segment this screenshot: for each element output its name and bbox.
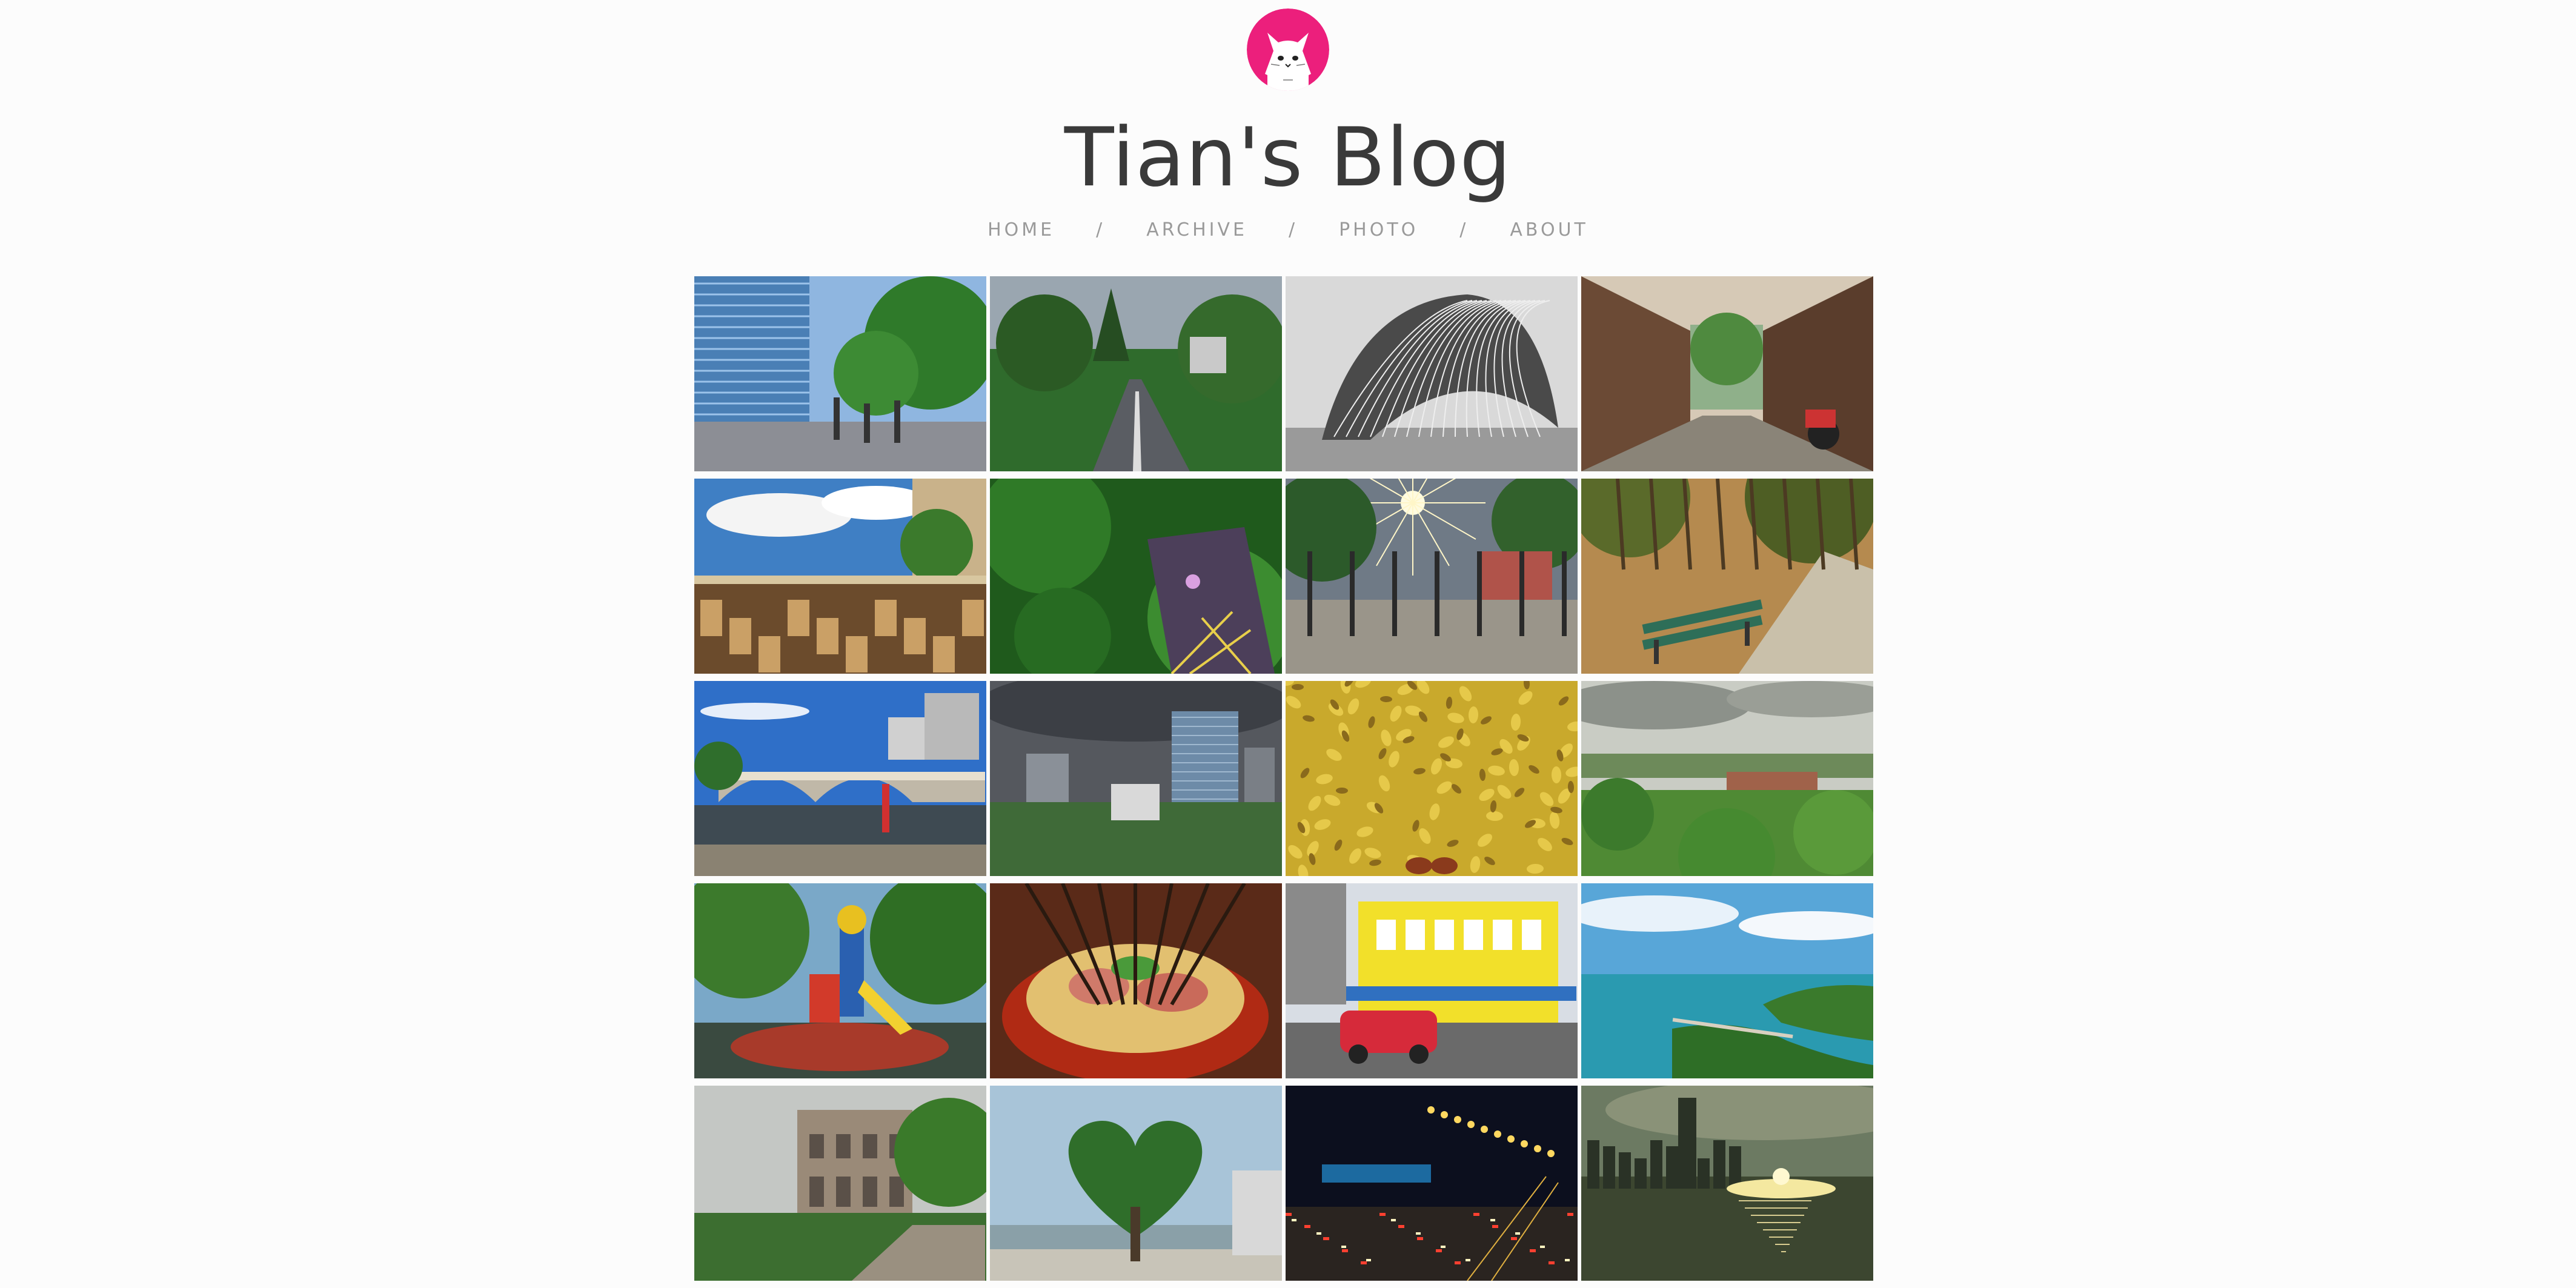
- photo-sunburst-avenue[interactable]: [1286, 479, 1578, 674]
- photo-harbour-sunset[interactable]: [1581, 1086, 1873, 1281]
- nav-photo[interactable]: PHOTO: [1339, 219, 1419, 241]
- photo-coast-island[interactable]: [1581, 883, 1873, 1078]
- photo-coast-island-image: [1581, 883, 1873, 1078]
- avatar[interactable]: [1247, 8, 1329, 91]
- photo-park-bench[interactable]: [1581, 479, 1873, 674]
- nav-separator: /: [1288, 219, 1298, 241]
- photo-river-bridge[interactable]: [694, 681, 986, 876]
- photo-ginkgo-leaves[interactable]: [1286, 681, 1578, 876]
- photo-old-alley[interactable]: [1581, 276, 1873, 471]
- photo-yellow-building[interactable]: [1286, 883, 1578, 1078]
- photo-outdoor-cafe-image: [694, 479, 986, 674]
- photo-yellow-building-image: [1286, 883, 1578, 1078]
- photo-sunburst-avenue-image: [1286, 479, 1578, 674]
- photo-old-alley-image: [1581, 276, 1873, 471]
- photo-aerial-trees-image: [990, 479, 1282, 674]
- nav-home[interactable]: HOME: [988, 219, 1055, 241]
- photo-shell-sculpture-image: [1286, 276, 1578, 471]
- photo-hotpot[interactable]: [990, 883, 1282, 1078]
- nav-about[interactable]: ABOUT: [1510, 219, 1588, 241]
- photo-outdoor-cafe[interactable]: [694, 479, 986, 674]
- photo-ginkgo-leaves-image: [1286, 681, 1578, 876]
- photo-office-street-image: [694, 276, 986, 471]
- photo-ruins-facade[interactable]: [694, 1086, 986, 1281]
- photo-hill-view[interactable]: [1581, 681, 1873, 876]
- photo-stormy-city[interactable]: [990, 681, 1282, 876]
- photo-hotpot-image: [990, 883, 1282, 1078]
- photo-night-traffic-image: [1286, 1086, 1578, 1281]
- photo-heart-tree[interactable]: [990, 1086, 1282, 1281]
- photo-heart-tree-image: [990, 1086, 1282, 1281]
- photo-playground-image: [694, 883, 986, 1078]
- main-nav: HOME / ARCHIVE / PHOTO / ABOUT: [0, 214, 2576, 245]
- photo-ruins-facade-image: [694, 1086, 986, 1281]
- photo-aerial-trees[interactable]: [990, 479, 1282, 674]
- photo-river-bridge-image: [694, 681, 986, 876]
- photo-harbour-sunset-image: [1581, 1086, 1873, 1281]
- photo-campus-road[interactable]: [990, 276, 1282, 471]
- site-title[interactable]: Tian's Blog: [1064, 110, 1512, 205]
- photo-playground[interactable]: [694, 883, 986, 1078]
- nav-separator: /: [1096, 219, 1106, 241]
- cat-face-icon: [1247, 8, 1329, 91]
- nav-archive[interactable]: ARCHIVE: [1146, 219, 1247, 241]
- photo-grid: [694, 276, 1873, 1281]
- photo-shell-sculpture[interactable]: [1286, 276, 1578, 471]
- photo-stormy-city-image: [990, 681, 1282, 876]
- photo-night-traffic[interactable]: [1286, 1086, 1578, 1281]
- photo-hill-view-image: [1581, 681, 1873, 876]
- photo-office-street[interactable]: [694, 276, 986, 471]
- photo-park-bench-image: [1581, 479, 1873, 674]
- nav-separator: /: [1459, 219, 1469, 241]
- photo-campus-road-image: [990, 276, 1282, 471]
